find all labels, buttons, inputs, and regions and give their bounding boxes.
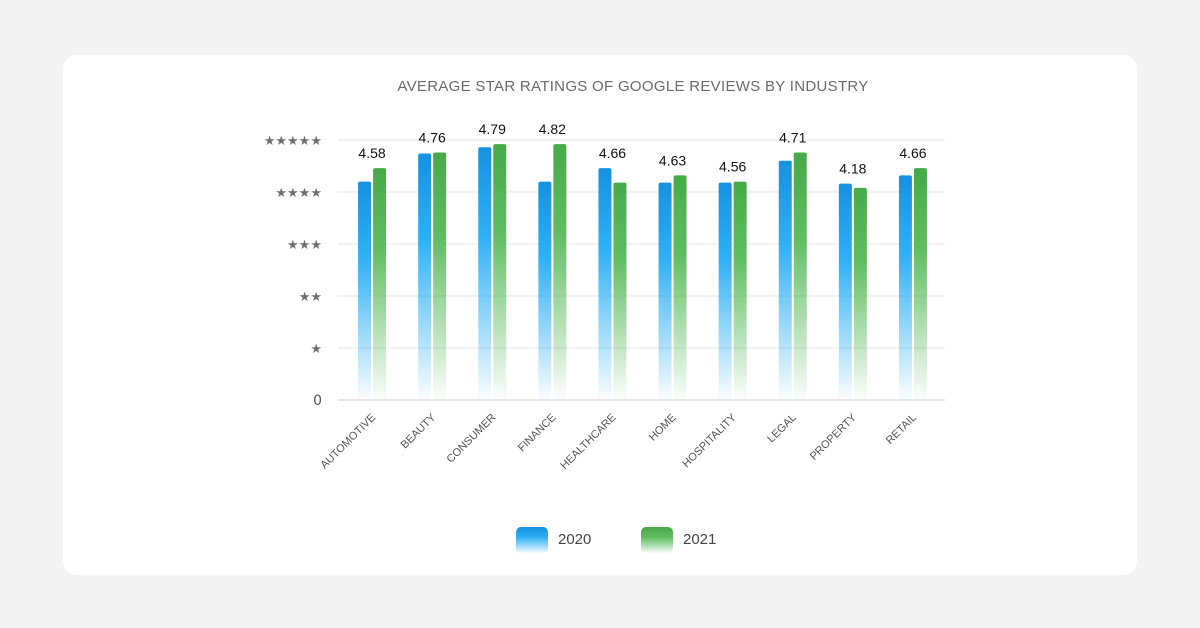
bar-2021-home: [673, 175, 687, 400]
legend-label-2020: 2020: [558, 531, 592, 548]
x-tick-label: LEGAL: [765, 412, 799, 446]
x-tick-label: HOSPITALITY: [680, 411, 739, 470]
bar-2021-finance: [553, 144, 567, 400]
bar-2020-legal: [778, 160, 792, 400]
bar-2020-finance: [538, 181, 552, 400]
bar-2020-consumer: [478, 147, 492, 400]
x-tick-label: HEALTHCARE: [558, 412, 618, 472]
data-label: 4.18: [839, 161, 866, 177]
bars: [358, 144, 927, 400]
data-label: 4.63: [659, 152, 686, 168]
bar-2020-beauty: [418, 153, 432, 400]
bar-2021-beauty: [433, 152, 447, 400]
bar-2020-hospitality: [718, 182, 732, 400]
data-labels: 4.58 4.76 4.79 4.82 4.66 4.63 4.56 4.71 4.18 4.66: [358, 121, 926, 177]
bar-2020-property: [838, 183, 852, 400]
bar-2021-hospitality: [733, 181, 747, 400]
bar-2020-automotive: [358, 181, 372, 400]
data-label: 4.66: [599, 145, 626, 161]
x-tick-label: PROPERTY: [808, 411, 860, 463]
y-tick-label: ★★★: [287, 238, 322, 253]
data-label: 4.56: [719, 159, 746, 175]
bar-2021-healthcare: [613, 182, 627, 400]
bar-2021-legal: [793, 152, 807, 400]
bar-2020-healthcare: [598, 168, 612, 400]
y-tick-label: ★★★★: [275, 186, 322, 201]
y-tick-label: ★★★★★: [264, 134, 322, 149]
x-tick-label: RETAIL: [884, 412, 919, 447]
bar-2021-consumer: [493, 144, 507, 400]
x-tick-label: BEAUTY: [399, 411, 439, 451]
bar-2021-automotive: [373, 168, 387, 400]
y-axis: 0★★★★★★★★★★★★★★★: [264, 134, 322, 409]
x-tick-label: CONSUMER: [445, 412, 499, 466]
chart-title: AVERAGE STAR RATINGS OF GOOGLE REVIEWS B…: [397, 78, 869, 95]
bar-2021-property: [853, 187, 867, 400]
bar-2020-home: [658, 182, 672, 400]
x-tick-label: HOME: [647, 412, 679, 444]
x-tick-label: FINANCE: [516, 412, 559, 455]
x-axis: AUTOMOTIVE BEAUTY CONSUMER FINANCE HEALTHCAR…: [318, 411, 919, 472]
y-tick-label: 0: [313, 393, 322, 409]
legend-swatch-2021: [641, 527, 673, 553]
data-label: 4.58: [358, 145, 385, 161]
data-label: 4.76: [419, 129, 446, 145]
bar-2020-retail: [898, 175, 912, 400]
legend-label-2021: 2021: [683, 531, 717, 548]
data-label: 4.79: [479, 121, 506, 137]
bar-2021-retail: [913, 168, 927, 400]
data-label: 4.66: [899, 145, 926, 161]
legend-swatch-2020: [516, 527, 548, 553]
x-tick-label: AUTOMOTIVE: [318, 412, 378, 472]
data-label: 4.71: [779, 129, 806, 145]
data-label: 4.82: [539, 121, 566, 137]
y-tick-label: ★★: [299, 290, 322, 305]
y-tick-label: ★: [310, 342, 322, 357]
